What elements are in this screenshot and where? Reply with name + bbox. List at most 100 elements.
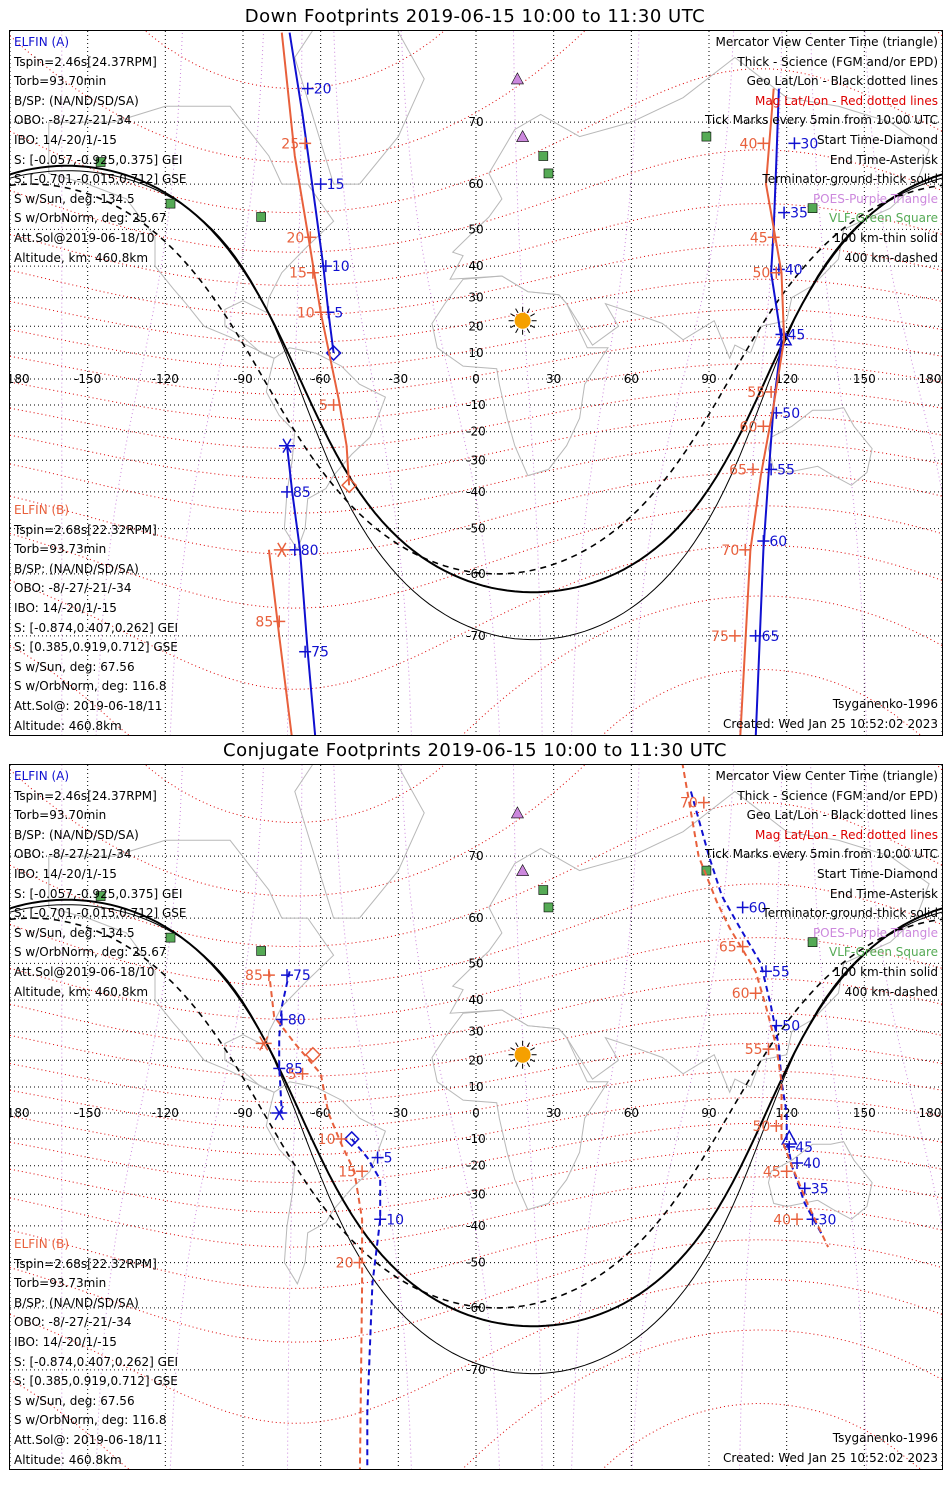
track-tick-label: 50 bbox=[752, 266, 770, 282]
legend-item: 400 km-dashed bbox=[844, 984, 938, 999]
elfin-b-line: S w/OrbNorm, deg: 116.8 bbox=[14, 679, 167, 694]
lon-tick-label: -180 bbox=[10, 372, 30, 386]
track-tick-label: 55 bbox=[772, 964, 790, 980]
track-tick-label: 15 bbox=[289, 266, 307, 282]
track-tick-label: 5 bbox=[334, 305, 343, 321]
mag-lat-line bbox=[10, 1097, 942, 1156]
sun-ray bbox=[530, 1058, 535, 1063]
elfin-b-info-down: ELFIN (B) Tspin=2.68s[22.32RPM] Torb=93.… bbox=[14, 501, 178, 736]
mag-lat-line bbox=[10, 388, 942, 450]
sun-ray bbox=[510, 1058, 516, 1063]
mag-lat-line bbox=[10, 595, 942, 735]
lon-tick-label: 0 bbox=[472, 372, 480, 386]
map-down[interactable]: -180 -150 -120 -90 -60 -30 0 30 60 90 120 150 180 70 6… bbox=[10, 31, 942, 735]
elfin-b-line: IBO: 14/-20/1/-15 bbox=[14, 600, 117, 615]
lon-tick-label: 150 bbox=[853, 372, 876, 386]
lat-tick-label: 10 bbox=[468, 346, 483, 360]
model-label: Tsyganenko-1996 bbox=[832, 697, 938, 711]
lon-tick-label: 30 bbox=[546, 1106, 561, 1120]
elfin-a-line: B/SP: (NA/ND/SD/SA) bbox=[14, 827, 139, 842]
sun-ray bbox=[526, 308, 531, 314]
track-tick-label: 70 bbox=[680, 796, 698, 812]
elfin-b-info-conjugate: ELFIN (B) Tspin=2.68s[22.32RPM] Torb=93.… bbox=[14, 1235, 178, 1470]
mag-lon-line bbox=[400, 31, 501, 735]
elfin-a-track bbox=[288, 32, 335, 354]
mag-lat-line bbox=[10, 203, 942, 287]
lat-tick-label: 40 bbox=[468, 993, 483, 1007]
poes-triangle bbox=[516, 129, 530, 142]
legend-item: Mag Lat/Lon - Red dotted lines bbox=[754, 93, 938, 108]
vlf-square bbox=[807, 203, 818, 213]
lat-tick-label: -20 bbox=[466, 1159, 486, 1173]
mag-lat-line bbox=[10, 363, 942, 422]
legend-item: 100 km-thin solid bbox=[833, 964, 938, 979]
mag-lat-line bbox=[10, 442, 942, 514]
track-tick-label: 15 bbox=[338, 1164, 356, 1180]
vlf-square bbox=[807, 937, 818, 947]
asterisk-stroke bbox=[274, 1105, 284, 1121]
sun-ray bbox=[530, 324, 535, 329]
coastline bbox=[431, 275, 609, 477]
track-tick-label: 25 bbox=[281, 136, 299, 152]
elfin-a-line: IBO: 14/-20/1/-15 bbox=[14, 866, 117, 881]
panel-title-conjugate: Conjugate Footprints 2019-06-15 10:00 to… bbox=[223, 740, 727, 761]
elfin-b-line: B/SP: (NA/ND/SD/SA) bbox=[14, 1295, 139, 1310]
lat-tick-label: 70 bbox=[468, 115, 483, 129]
elfin-a-track bbox=[350, 1138, 382, 1469]
elfin-a-line: Tspin=2.46s[24.37RPM] bbox=[14, 54, 157, 69]
track-tick-label: 75 bbox=[711, 629, 729, 645]
track-tick-label: 85 bbox=[255, 614, 273, 630]
mag-lat-line bbox=[10, 544, 942, 690]
lat-tick-label: -10 bbox=[466, 398, 486, 412]
track-tick-label: 40 bbox=[803, 1156, 821, 1172]
legend-item: Terminator-ground-thick solid bbox=[762, 906, 938, 921]
elfin-b-line: Tspin=2.68s[22.32RPM] bbox=[14, 522, 157, 537]
lat-tick-label: -20 bbox=[466, 425, 486, 439]
coastline bbox=[265, 347, 387, 551]
lon-tick-label: -180 bbox=[10, 1106, 30, 1120]
mag-lat-line bbox=[10, 149, 942, 253]
track-tick-label: 30 bbox=[819, 1212, 837, 1228]
elfin-b-line: S: [-0.874,0.407,0.262] GEI bbox=[14, 620, 179, 635]
mag-lon-line bbox=[169, 765, 265, 1469]
mag-lat-line bbox=[10, 1042, 942, 1104]
elfin-a-line: S w/OrbNorm, deg: 25.67 bbox=[14, 945, 167, 960]
start-diamond bbox=[304, 1046, 321, 1063]
vlf-square bbox=[256, 946, 266, 956]
mag-lon-line bbox=[631, 31, 735, 735]
track-tick-label: 5 bbox=[319, 398, 328, 414]
lat-tick-label: -50 bbox=[466, 522, 486, 536]
lon-tick-label: 180 bbox=[919, 1106, 942, 1120]
map-conjugate[interactable]: -180-150-120-90-60-300306090120150180706… bbox=[10, 765, 942, 1469]
sun-ray bbox=[510, 313, 516, 317]
vlf-square bbox=[538, 885, 549, 895]
lon-tick-label: -30 bbox=[389, 372, 409, 386]
lat-tick-label: 30 bbox=[468, 1025, 483, 1039]
elfin-b-line: Torb=93.73min bbox=[14, 542, 107, 557]
mag-lat-line bbox=[10, 1278, 942, 1424]
legend-item: Start Time-Diamond bbox=[816, 132, 938, 147]
legend-item: Geo Lat/Lon - Black dotted lines bbox=[746, 808, 938, 823]
elfin-a-name: ELFIN (A) bbox=[14, 769, 70, 783]
elfin-a-line: S: [-0.701,-0.015,0.712] GSE bbox=[14, 906, 187, 921]
elfin-a-track bbox=[278, 971, 291, 1114]
lat-tick-label: 20 bbox=[468, 319, 483, 333]
coastline bbox=[48, 105, 335, 359]
elfin-b-track bbox=[267, 549, 293, 735]
track-tick-label: 10 bbox=[332, 259, 350, 275]
elfin-a-line: S: [-0.701,-0.015,0.712] GSE bbox=[14, 172, 187, 187]
elfin-a-line: S w/OrbNorm, deg: 25.67 bbox=[14, 211, 167, 226]
lat-tick-label: 40 bbox=[468, 259, 483, 273]
sun-ray bbox=[526, 328, 531, 334]
track-tick-label: 65 bbox=[762, 629, 780, 645]
sun-ray bbox=[510, 324, 516, 329]
lon-tick-label: 90 bbox=[701, 1106, 716, 1120]
track-tick-label: 35 bbox=[811, 1181, 829, 1197]
sun-ray bbox=[515, 308, 519, 314]
lat-tick-label: 60 bbox=[468, 177, 483, 191]
lon-tick-label: 0 bbox=[472, 1106, 480, 1120]
lon-tick-label: 60 bbox=[624, 1106, 639, 1120]
track-tick-label: 50 bbox=[782, 406, 800, 422]
sun-disc bbox=[514, 1046, 531, 1063]
elfin-b-line: S: [-0.874,0.407,0.262] GEI bbox=[14, 1354, 179, 1369]
